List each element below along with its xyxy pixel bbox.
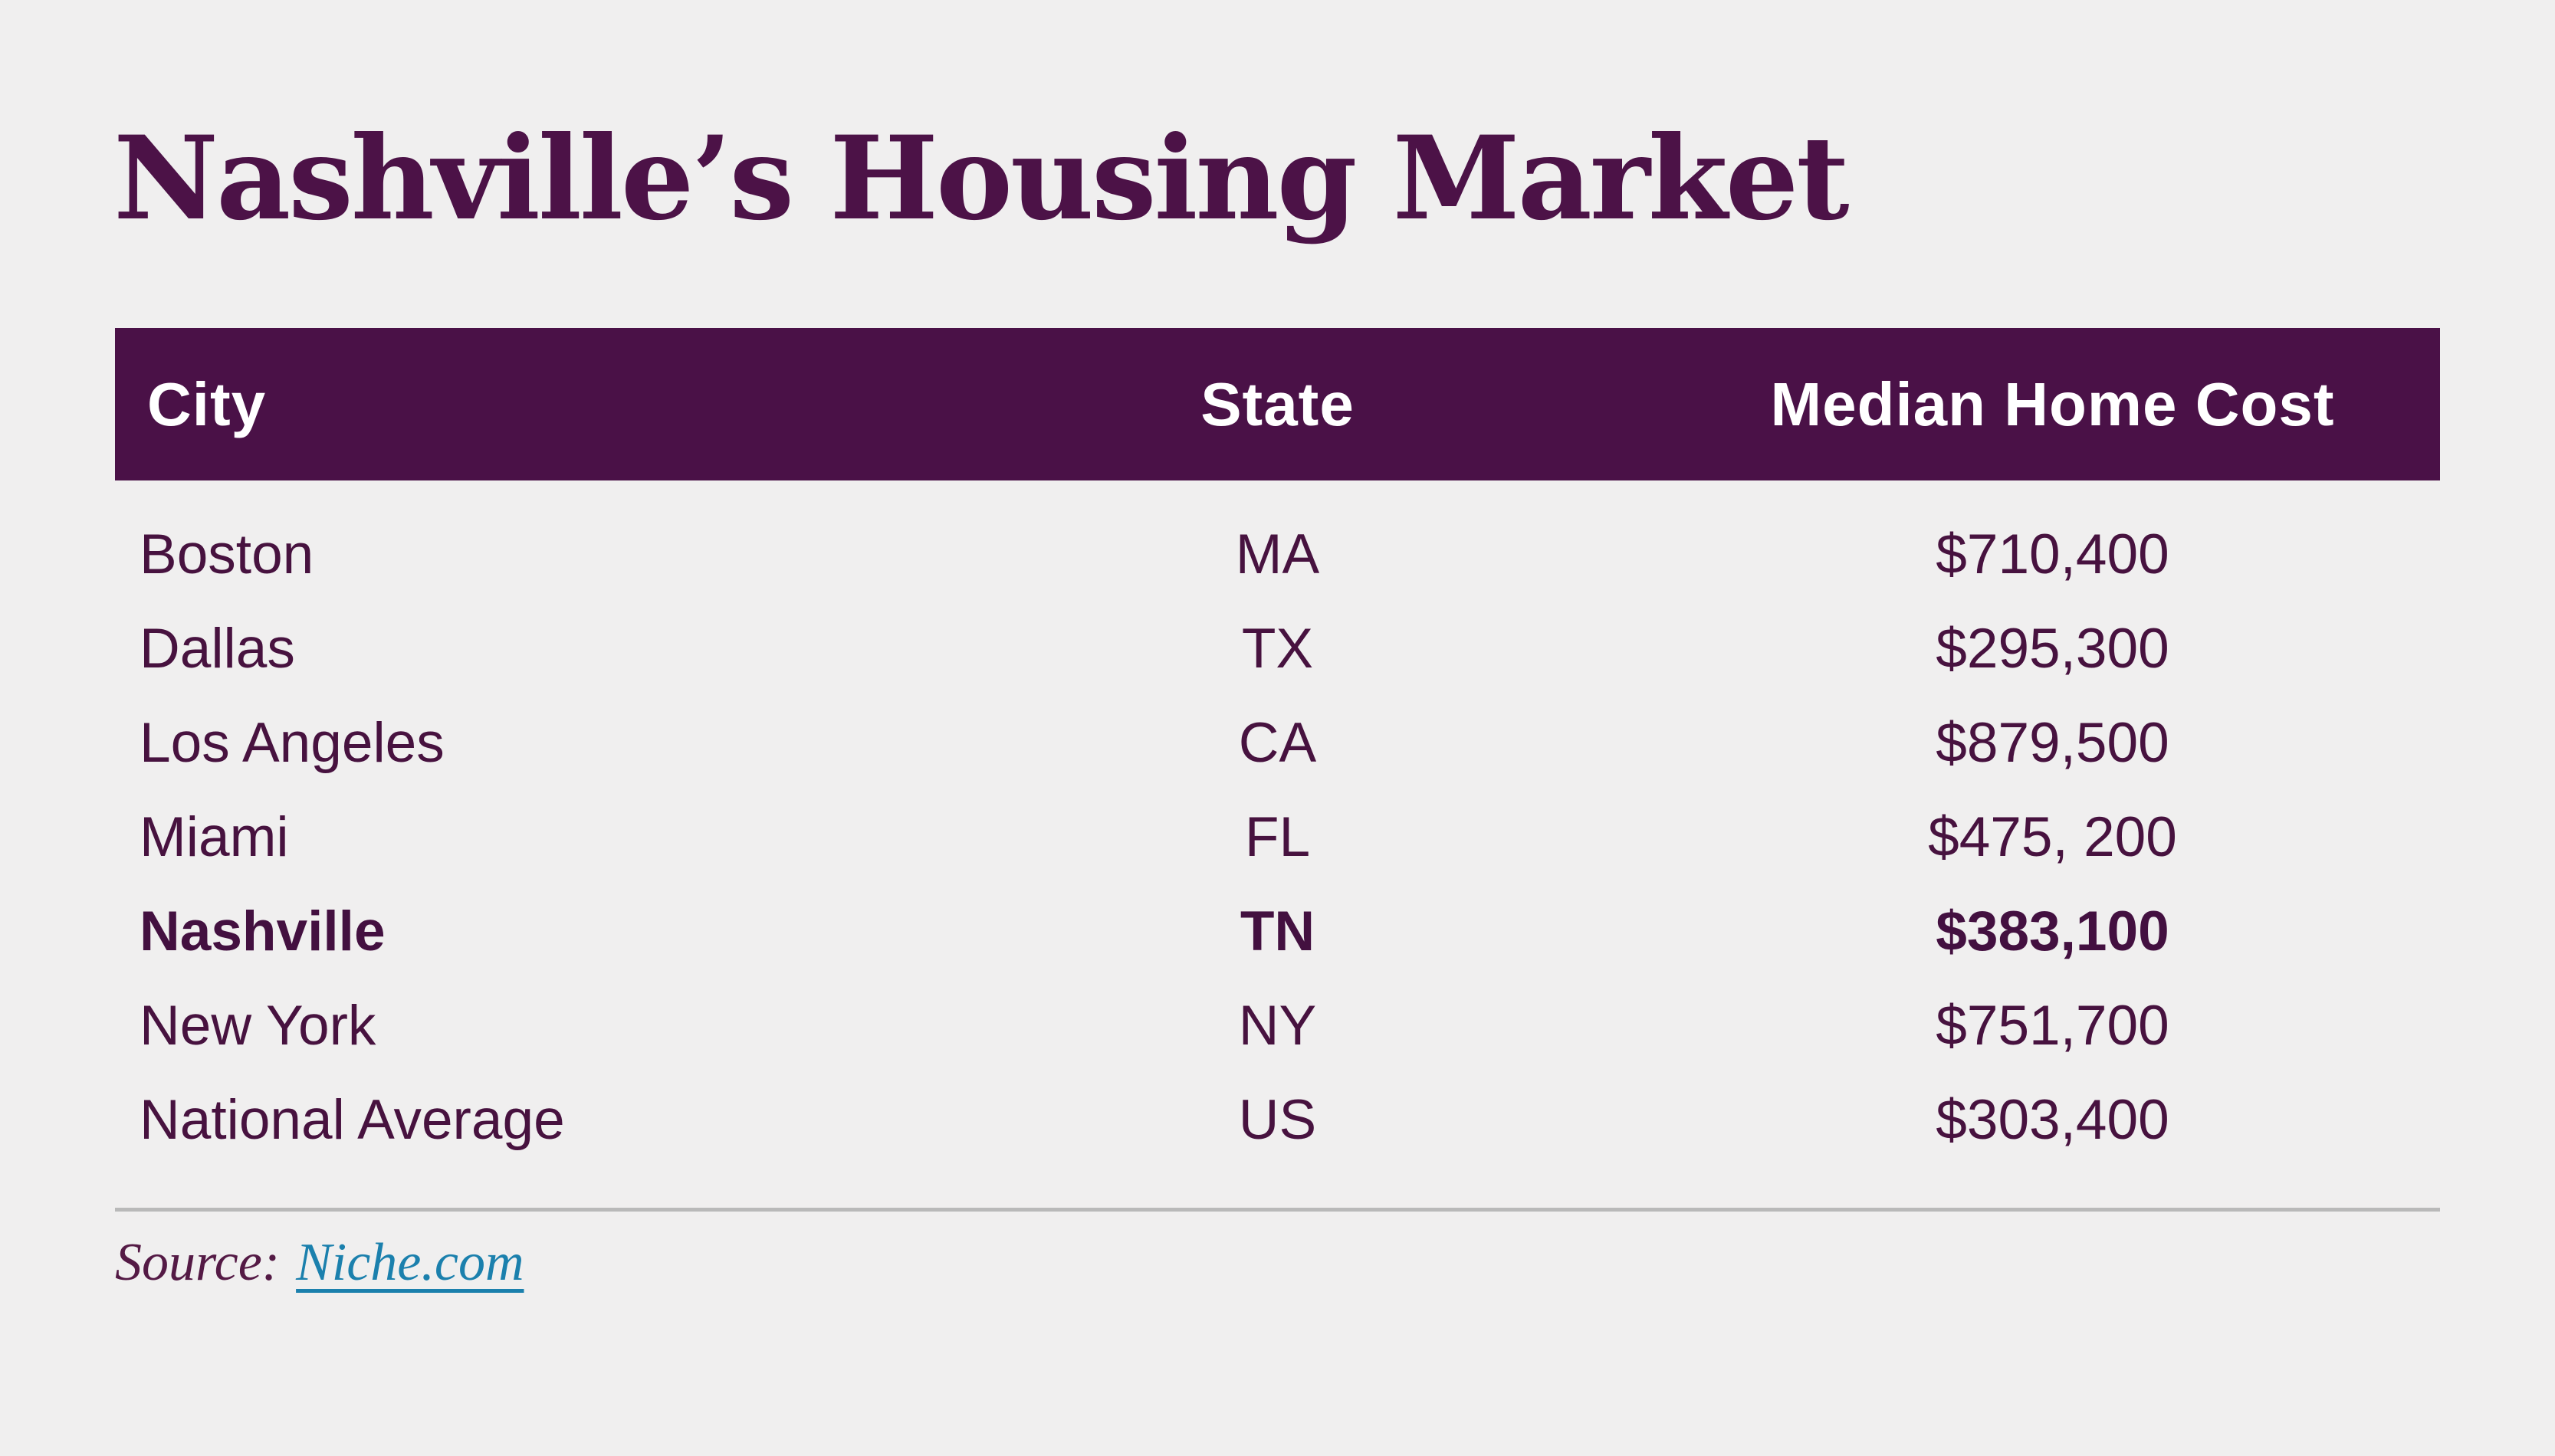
- table-row: Nashville TN $383,100: [115, 884, 2440, 979]
- table-row: Los Angeles CA $879,500: [115, 696, 2440, 790]
- cell-city: Miami: [140, 806, 289, 868]
- cell-state: US: [1238, 1089, 1317, 1151]
- table-row: Miami FL $475, 200: [115, 790, 2440, 884]
- cell-median-home-cost: $879,500: [1936, 712, 2169, 774]
- cell-state: TX: [1241, 618, 1314, 680]
- cell-city: New York: [140, 995, 376, 1057]
- source-link[interactable]: Niche.com: [296, 1233, 524, 1292]
- cell-city: Nashville: [140, 900, 386, 962]
- cell-city: Boston: [140, 523, 314, 585]
- divider-line: [115, 1208, 2440, 1212]
- table-header-row: City State Median Home Cost: [115, 328, 2440, 480]
- table-row: Boston MA $710,400: [115, 507, 2440, 602]
- cell-city: Los Angeles: [140, 712, 445, 774]
- column-header-median-home-cost: Median Home Cost: [1770, 369, 2335, 438]
- table-body: Boston MA $710,400 Dallas TX $295,300 Los Ange…: [115, 480, 2440, 1167]
- source-label: Source:: [115, 1233, 281, 1292]
- cell-median-home-cost: $751,700: [1936, 995, 2169, 1057]
- cell-state: FL: [1244, 806, 1311, 868]
- cell-median-home-cost: $710,400: [1936, 523, 2169, 585]
- cell-median-home-cost: $383,100: [1936, 900, 2169, 962]
- table-row: Dallas TX $295,300: [115, 602, 2440, 696]
- cell-median-home-cost: $303,400: [1936, 1089, 2169, 1151]
- cell-median-home-cost: $475, 200: [1928, 806, 2177, 868]
- cell-city: Dallas: [140, 618, 295, 680]
- table-row: New York NY $751,700: [115, 979, 2440, 1073]
- column-header-state: State: [1200, 369, 1355, 438]
- cell-city: National Average: [140, 1089, 565, 1151]
- column-header-city: City: [147, 369, 267, 438]
- cell-median-home-cost: $295,300: [1936, 618, 2169, 680]
- table-row: National Average US $303,400: [115, 1073, 2440, 1167]
- source-line: Source: Niche.com: [115, 1232, 524, 1294]
- page-title: Nashville’s Housing Market: [113, 111, 1850, 246]
- cell-state: CA: [1238, 712, 1317, 774]
- cell-state: NY: [1238, 995, 1317, 1057]
- cell-state: TN: [1240, 900, 1315, 962]
- cell-state: MA: [1235, 523, 1320, 585]
- housing-table: City State Median Home Cost Boston MA $710…: [115, 328, 2440, 1167]
